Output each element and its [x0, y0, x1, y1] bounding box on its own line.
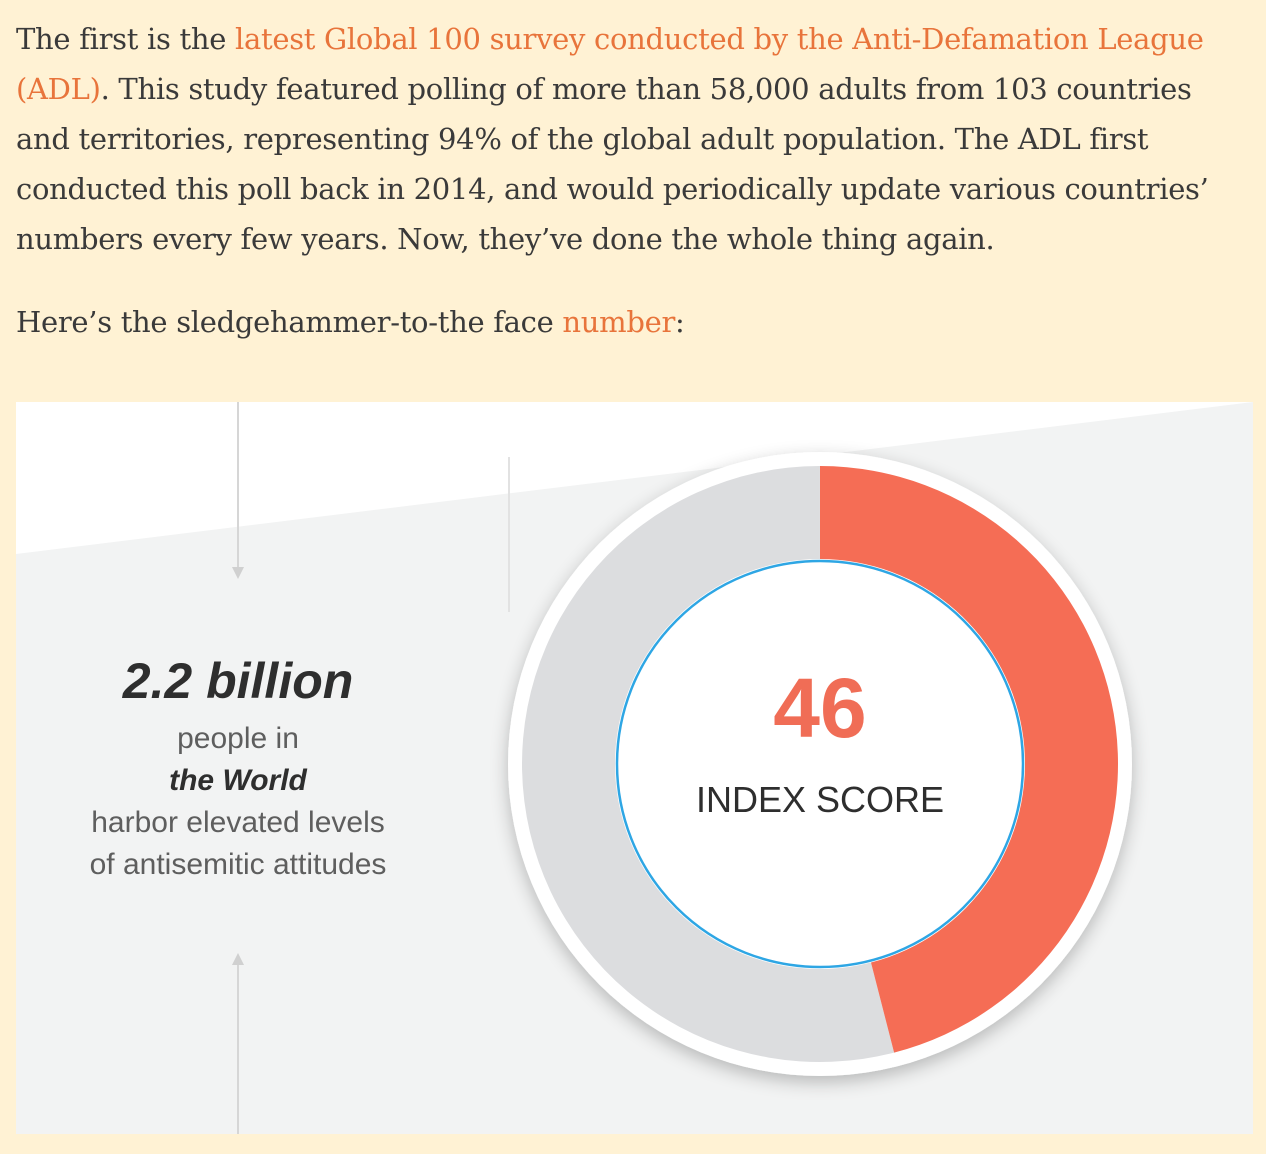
down-arrow-icon: [232, 567, 244, 579]
index-score-value: 46: [773, 661, 867, 755]
number-link[interactable]: number: [562, 305, 676, 339]
stat-line-4: of antisemitic attitudes: [89, 848, 387, 881]
gauge-track: [521, 466, 895, 1062]
stat-line-2: the World: [169, 764, 307, 797]
infographic-background: [16, 402, 1253, 1134]
up-arrow-icon: [232, 953, 244, 965]
paragraph-lead-in: Here’s the sledgehammer-to-the face numb…: [16, 297, 1252, 347]
infographic-image: 2.2 billion people in the World harbor e…: [16, 402, 1253, 1134]
paragraph-intro: The first is the latest Global 100 surve…: [16, 14, 1252, 264]
white-diagonal-band: [16, 402, 1253, 554]
paragraph-lead-in-text: Here’s the sledgehammer-to-the face: [16, 305, 563, 339]
stat-line-1: people in: [177, 722, 299, 755]
stat-block: 2.2 billion people in the World harbor e…: [58, 650, 418, 886]
paragraph-intro-rest: . This study featured polling of more th…: [16, 72, 1209, 256]
stat-value: 2.2 billion: [122, 653, 354, 709]
paragraph-lead-in-rest: :: [675, 305, 685, 339]
article-body: The first is the latest Global 100 surve…: [16, 14, 1252, 347]
paragraph-intro-text: The first is the: [16, 22, 236, 56]
gauge-center-label: 46 INDEX SCORE: [620, 658, 1020, 822]
stat-line-3: harbor elevated levels: [91, 806, 385, 839]
donut-gauge: [521, 466, 1118, 1062]
gauge-fill: [820, 466, 1118, 1053]
index-score-label: INDEX SCORE: [695, 779, 945, 820]
gauge-inner-ring: [615, 559, 1025, 969]
adl-survey-link[interactable]: latest Global 100 survey conducted by th…: [16, 22, 1204, 106]
